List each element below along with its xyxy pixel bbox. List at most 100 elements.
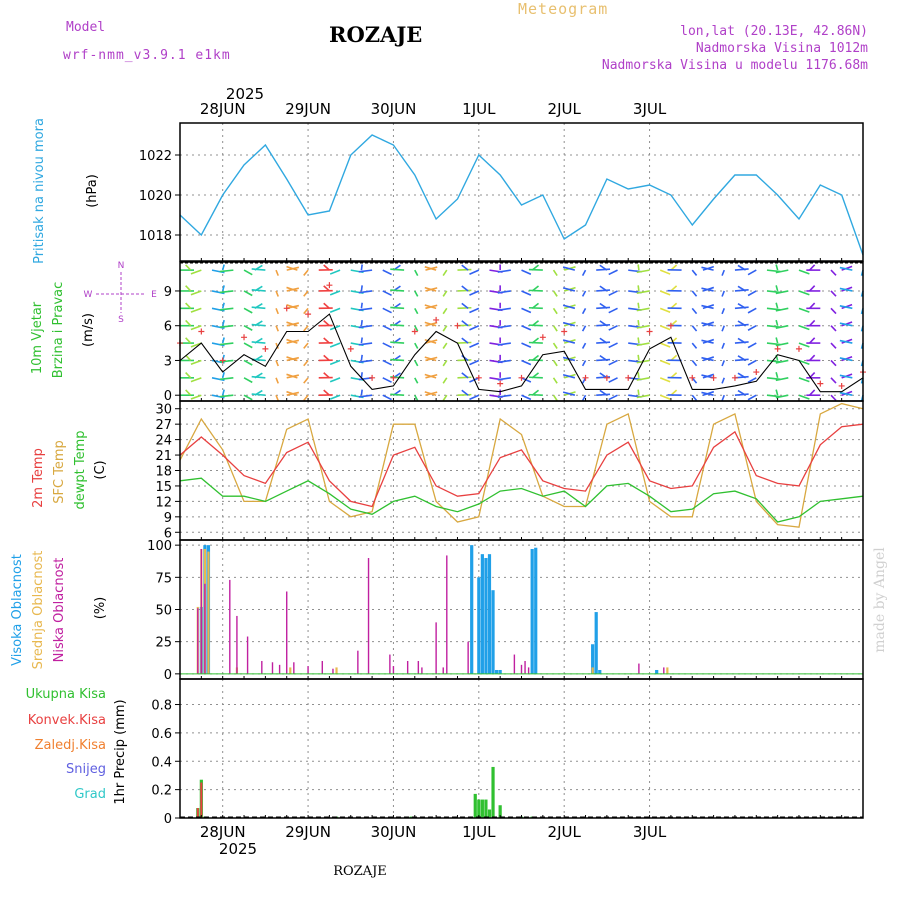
wind-arrow xyxy=(286,390,298,396)
gust-mark xyxy=(689,374,696,381)
wind-arrow xyxy=(390,393,405,397)
bar xyxy=(491,590,495,674)
wind-arrow xyxy=(608,307,618,314)
wind-arrow xyxy=(581,360,587,367)
wind-arrow xyxy=(637,302,640,309)
pressure-ylabel: Pritisak na nivou mora xyxy=(32,118,47,264)
wind-arrow xyxy=(497,324,511,329)
wind-arrow xyxy=(185,264,192,271)
wind-arrow xyxy=(721,360,726,367)
wind-arrow xyxy=(830,342,837,349)
bar xyxy=(196,808,199,818)
wind-arrow xyxy=(497,394,511,399)
chart-series xyxy=(177,134,866,818)
gust-mark xyxy=(411,328,418,335)
wind-arrow xyxy=(275,377,279,384)
wind-arrow xyxy=(775,307,789,312)
temperature-line xyxy=(179,423,864,508)
wind-arrow xyxy=(360,320,363,326)
wind-arrow xyxy=(286,304,298,310)
wind-arrow xyxy=(830,290,837,297)
wind-arrow xyxy=(659,359,671,366)
wind-arrow xyxy=(562,304,576,310)
frozen-precip-label: Zaledj.Kisa xyxy=(35,738,106,753)
wind-arrow xyxy=(329,307,341,314)
wind-arrow xyxy=(497,269,511,273)
bar xyxy=(534,547,538,674)
bar xyxy=(498,805,502,818)
wind-arrow xyxy=(528,268,543,271)
wind-arrow xyxy=(839,374,853,379)
bar xyxy=(484,799,488,818)
wind-arrow xyxy=(596,358,611,362)
wind-arrow xyxy=(329,359,341,366)
wind-arrow xyxy=(599,302,608,309)
wind-arrow xyxy=(185,389,192,396)
wind-arrow xyxy=(599,285,608,292)
wind-arrow xyxy=(775,372,779,379)
compass-e: E xyxy=(151,290,157,300)
wind-arrow xyxy=(596,324,611,327)
wind-arrow xyxy=(798,359,810,365)
bar xyxy=(591,667,594,674)
wind-arrow xyxy=(637,264,640,271)
wind-arrow xyxy=(221,264,225,271)
wind-arrow xyxy=(424,373,437,379)
wind-arrow xyxy=(251,288,266,292)
wind-arrow xyxy=(636,342,650,347)
gust-mark xyxy=(497,380,504,387)
wind-arrow xyxy=(414,325,419,332)
wind-arrow xyxy=(221,285,225,292)
gust-mark xyxy=(561,328,568,335)
wind-arrow xyxy=(809,319,816,327)
wind-arrow xyxy=(691,269,698,276)
snow-label: Snijeg xyxy=(66,762,106,777)
wind-arrow xyxy=(552,325,558,332)
wind-arrow xyxy=(809,337,816,344)
wind-arrow xyxy=(323,372,330,379)
wind-arrow xyxy=(701,266,714,271)
wind-arrow xyxy=(552,342,558,349)
wind-arrow xyxy=(775,290,789,295)
wind-speed-line xyxy=(179,313,864,393)
wind-arrow xyxy=(219,377,234,381)
gust-mark xyxy=(369,374,376,381)
bar xyxy=(286,591,288,674)
wind-arrow xyxy=(766,269,781,273)
wind-arrow xyxy=(360,337,363,344)
wind-arrow xyxy=(637,285,640,292)
ytick-label: 9 xyxy=(164,285,172,300)
wind-arrow xyxy=(659,290,671,296)
bar xyxy=(289,667,292,674)
wind-arrow xyxy=(636,290,650,295)
compass-w: W xyxy=(84,290,93,300)
wind-arrow xyxy=(185,285,192,292)
gust-mark xyxy=(625,374,632,381)
wind-arrow xyxy=(721,377,726,384)
wind-arrow xyxy=(734,393,749,397)
wind-arrow xyxy=(382,307,392,314)
wind-arrow xyxy=(839,266,853,271)
wind-arrow xyxy=(275,269,279,276)
model-altitude-label: Nadmorska Visina u modelu 1176.68m xyxy=(601,58,868,73)
wind-arrow xyxy=(521,324,532,331)
wind-arrow xyxy=(691,394,698,402)
wind-arrow xyxy=(599,354,608,362)
bar xyxy=(487,554,492,674)
gust-mark xyxy=(817,380,824,387)
temp2m-ylabel: 2m Temp xyxy=(31,448,46,508)
compass-n: N xyxy=(118,261,125,271)
wind-arrow xyxy=(286,265,298,271)
bar xyxy=(638,663,640,674)
wind-arrow xyxy=(775,302,779,309)
wind-arrow xyxy=(442,290,448,297)
ytick-label: 75 xyxy=(155,571,172,586)
wind-arrow xyxy=(382,290,392,297)
wind-arrow xyxy=(562,339,576,344)
wind-arrow xyxy=(382,359,392,366)
wind-arrow xyxy=(599,337,608,344)
wind-arrow xyxy=(211,269,225,274)
panel-frames xyxy=(175,122,864,819)
wind-arrow xyxy=(636,394,650,399)
wind-arrow xyxy=(734,358,749,362)
